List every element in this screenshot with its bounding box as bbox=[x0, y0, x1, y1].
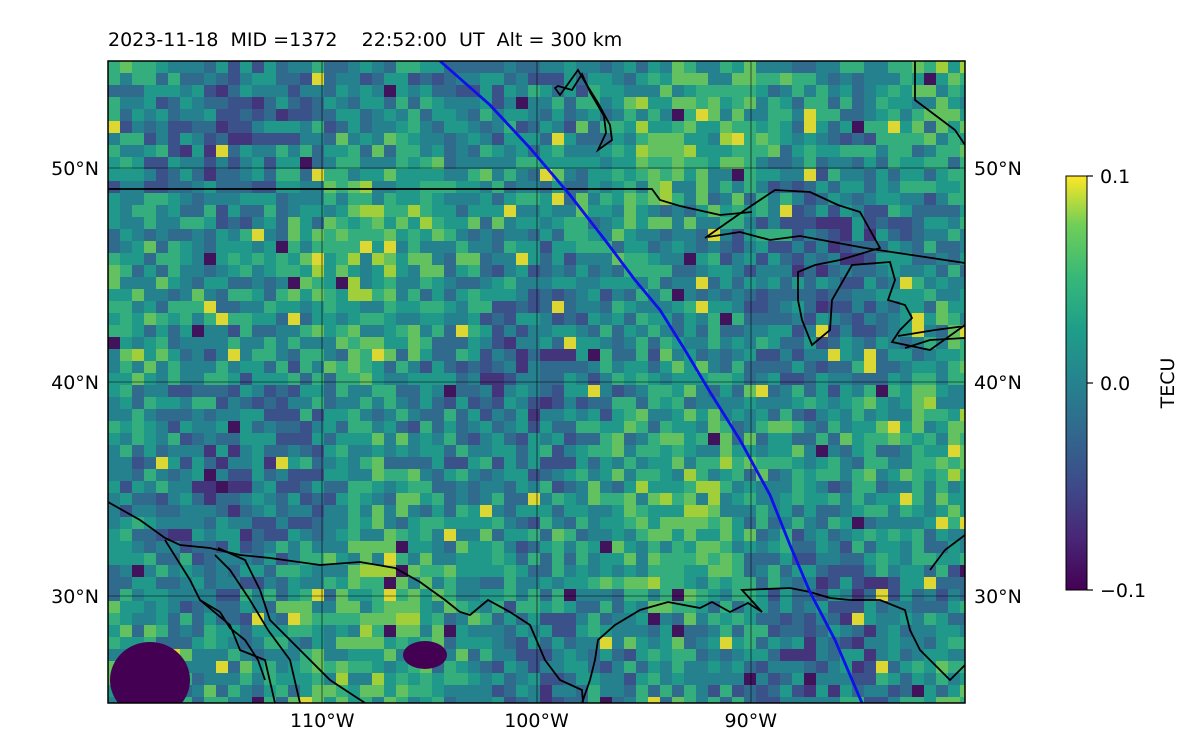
lon-label: 100°W bbox=[504, 710, 569, 732]
lake-superior bbox=[707, 231, 965, 264]
hudson-bay-coast bbox=[553, 68, 613, 153]
lat-labels-left: 50°N 40°N 30°N bbox=[51, 158, 99, 608]
coastlines bbox=[108, 61, 965, 703]
gulf-coast bbox=[581, 587, 965, 703]
lat-label-left: 40°N bbox=[51, 372, 99, 394]
title-date: 2023-11-18 bbox=[108, 29, 219, 51]
map-title: 2023-11-18 MID =1372 22:52:00 UT Alt = 3… bbox=[108, 29, 622, 51]
colorbar-tick-label: 0.0 bbox=[1100, 373, 1130, 395]
map-frame bbox=[107, 60, 966, 704]
florida-coast bbox=[929, 534, 965, 571]
gulf-of-california bbox=[199, 547, 366, 703]
colorbar-tick-label: −0.1 bbox=[1100, 580, 1146, 602]
colorbar-label: TECU bbox=[1157, 357, 1179, 409]
lat-label-right: 40°N bbox=[974, 372, 1022, 394]
lat-labels-right: 50°N 40°N 30°N bbox=[974, 158, 1022, 608]
us-canada-border bbox=[108, 188, 753, 216]
gridlines bbox=[108, 61, 965, 703]
title-time: 22:52:00 UT bbox=[361, 29, 485, 51]
lake-erie-ontario bbox=[897, 325, 965, 349]
lon-label: 90°W bbox=[725, 710, 778, 732]
colorbar-ticks: 0.1 0.0 −0.1 bbox=[1087, 166, 1146, 602]
colorbar bbox=[1065, 175, 1088, 591]
colorbar-tick-label: 0.1 bbox=[1100, 166, 1130, 188]
tec-field-heatmap bbox=[108, 61, 965, 703]
lat-label-right: 30°N bbox=[974, 586, 1022, 608]
lon-label: 110°W bbox=[290, 710, 355, 732]
great-lakes bbox=[704, 189, 965, 351]
lat-label-left: 30°N bbox=[51, 586, 99, 608]
satellite-trajectory bbox=[439, 61, 864, 703]
lat-label-right: 50°N bbox=[974, 158, 1022, 180]
title-altitude: Alt = 300 km bbox=[496, 29, 623, 51]
lat-label-left: 50°N bbox=[51, 158, 99, 180]
northeast-coast bbox=[914, 61, 965, 146]
mexico-border bbox=[108, 501, 584, 703]
baja-california bbox=[164, 539, 276, 703]
title-mid: MID =1372 bbox=[230, 29, 338, 51]
lon-labels-bottom: 110°W 100°W 90°W bbox=[290, 710, 777, 732]
